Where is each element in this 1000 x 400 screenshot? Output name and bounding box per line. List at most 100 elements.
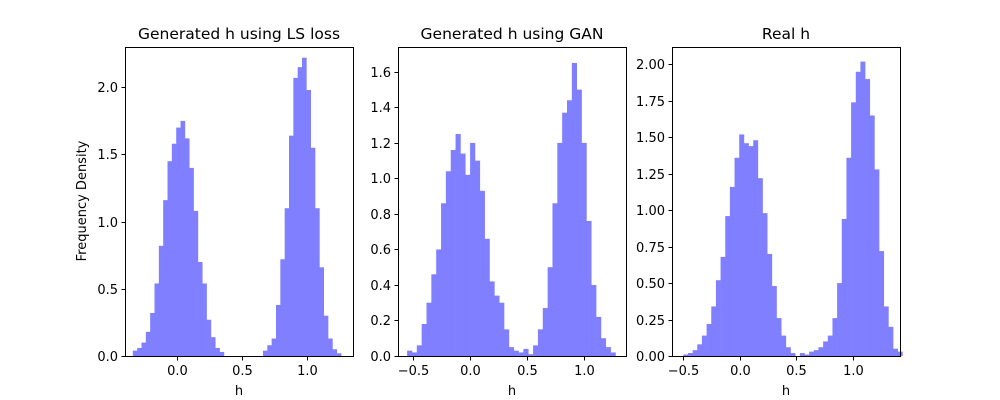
histogram-bar [319,267,325,356]
histogram-bar [596,316,602,356]
histogram-bar [421,324,427,356]
histogram-bar [725,216,731,356]
histogram-bar [711,306,717,356]
y-tick-label: 0.2 [370,314,391,329]
y-tick-label: 1.75 [636,95,665,110]
histogram-bar [841,218,847,356]
histogram-bar [154,283,160,356]
histogram-bar [411,352,418,356]
histogram-bar [460,153,466,356]
histogram-bar [888,326,894,356]
y-tick-label: 0.0 [97,350,118,365]
histogram-bar [193,210,199,356]
histogram-bar [302,57,307,356]
histogram-bar [158,245,164,356]
subplot-ls-loss: 0.0 0.5 1.0 0.0 0.5 1.0 1.5 2.0 Generated h usin… [97,25,354,399]
histogram-bar [557,142,563,356]
histogram-bar [328,338,333,356]
histogram-bar [141,342,147,356]
histogram-bar [743,143,749,356]
histogram-bar [600,338,607,356]
histogram-bar [306,89,311,357]
histogram-bar [776,318,782,356]
y-tick-label: 0.00 [636,350,665,365]
histogram-bar [484,238,490,356]
histogram-bar [804,354,810,356]
histogram-bar [504,329,510,356]
y-tick-label: 1.4 [370,101,391,116]
histogram-bar [284,208,290,356]
histogram-bar [781,335,787,356]
x-tick-label: 0.5 [786,364,807,379]
x-axis-label: h [508,384,516,399]
y-tick-label: 1.25 [636,168,665,183]
histogram-bar [809,351,815,356]
histogram-bar [407,350,413,356]
histogram-bar [542,308,548,356]
histogram-bar [184,138,190,356]
histogram-bar [310,147,316,356]
histogram-bar [426,302,432,356]
histogram-bar [552,203,558,356]
x-tick-label: 0.5 [232,364,253,379]
histogram-bar [202,283,207,356]
x-tick-label: 1.0 [297,364,318,379]
histogram-bar [494,295,500,356]
histogram-bar [455,134,461,356]
histogram-bar [748,146,754,356]
histogram-bar [883,306,889,356]
y-tick-label: 1.0 [370,172,391,187]
histogram-bar [537,329,544,356]
y-tick-label: 1.6 [370,66,391,81]
histogram-bar [562,112,568,357]
histogram-bar [280,259,285,356]
histogram-bar [576,89,582,357]
y-tick-label: 2.0 [97,81,118,96]
histogram-bar [734,157,740,356]
histogram-bar [206,319,212,356]
histogram-bar [823,341,829,356]
histogram-bar [470,142,476,356]
histogram-bar [767,253,773,356]
axes-frame [398,47,627,357]
y-tick-label: 1.00 [636,204,665,219]
x-axis-label: h [782,384,790,399]
histogram-bar [336,353,342,356]
histogram-bar [846,157,852,356]
histogram-bar [715,280,721,356]
histogram-bar [837,283,843,356]
histogram-bar [271,338,277,356]
histogram-bar [729,186,735,356]
histogram-bar [275,304,281,356]
histogram-bar [450,150,456,356]
histogram-bar [865,79,871,356]
x-tick-label: 1.0 [843,364,864,379]
subplot-gan: −0.5 0.0 0.5 1.0 0.0 0.2 0.4 0.6 0.8 1.0 1.2 1.4 1.6… [370,25,627,399]
y-tick-label: 0.8 [370,208,391,223]
x-tick-label: 0.0 [730,364,751,379]
y-tick-label: 0.25 [636,314,665,329]
y-tick-label: 2.00 [636,58,665,73]
histogram-bar [474,160,481,356]
histogram-bar [528,354,534,356]
histogram-bar [137,347,142,356]
histogram-bar [706,323,712,356]
histogram-bar [720,256,726,356]
y-tick-label: 0.4 [370,279,391,294]
histogram-bar [150,313,155,356]
histogram-bar [189,167,194,356]
histogram-bar [799,353,805,356]
x-tick-label: 0.0 [460,364,481,379]
histogram-bar [581,142,587,356]
x-axis-label: h [235,384,243,399]
histogram-bar [879,251,885,356]
histogram-bar [610,352,616,356]
y-tick-label: 0.50 [636,277,665,292]
histogram-bar [219,351,225,356]
histogram-bar [215,347,220,356]
subplot-title: Generated h using GAN [421,25,604,43]
histogram-bar [508,347,515,356]
histogram-bar [571,62,577,356]
histogram-bar [332,349,338,356]
